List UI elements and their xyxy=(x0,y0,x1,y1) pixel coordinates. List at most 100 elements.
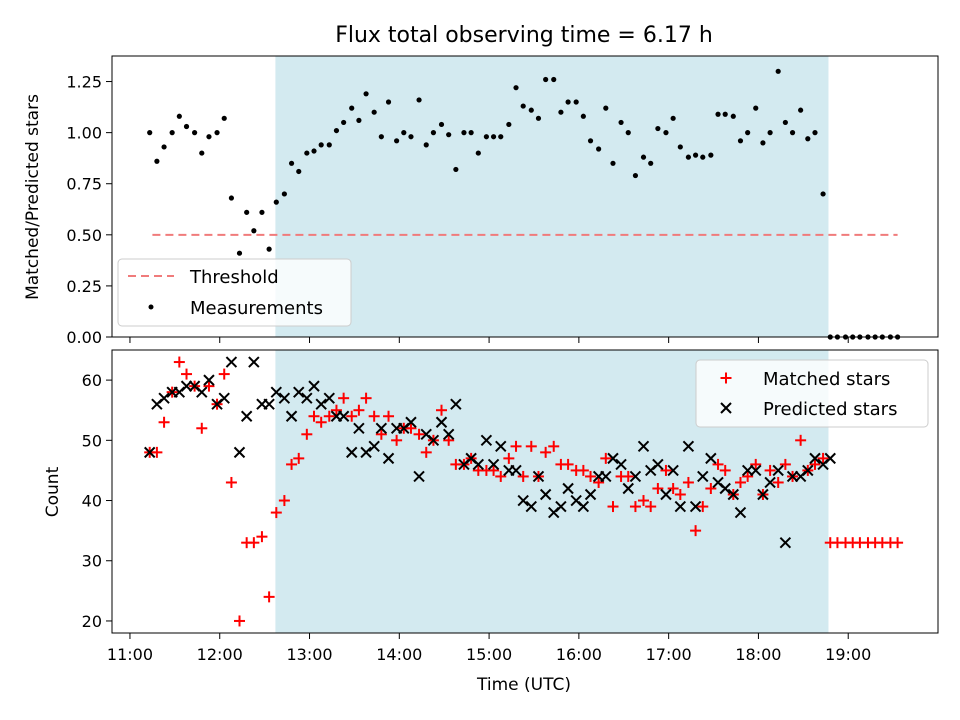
measurement-point xyxy=(408,134,414,140)
matched-star-point xyxy=(203,380,215,392)
measurement-point xyxy=(737,138,744,144)
predicted-star-point xyxy=(346,446,358,459)
measurement-point xyxy=(273,199,279,205)
top-y-axis-label: Matched/Predicted stars xyxy=(23,94,43,300)
measurement-point xyxy=(147,130,153,136)
measurement-point xyxy=(820,191,826,197)
matched-star-point xyxy=(809,458,821,470)
predicted-star-point xyxy=(278,392,291,404)
measurement-point xyxy=(640,154,647,160)
x-tick-label: 15:00 xyxy=(466,645,512,664)
predicted-star-point xyxy=(233,446,246,459)
matched-star-point xyxy=(308,410,320,422)
predicted-star-point xyxy=(263,398,275,410)
measurement-point xyxy=(700,154,706,160)
measurement-point xyxy=(446,132,452,138)
predicted-star-point xyxy=(584,488,597,501)
predicted-star-point xyxy=(734,506,747,519)
measurement-point xyxy=(214,130,220,136)
y-tick-label: 0.75 xyxy=(66,175,102,194)
predicted-star-point xyxy=(652,458,664,471)
measurement-point xyxy=(722,111,728,117)
measurement-point xyxy=(782,119,788,126)
bottom-plot-frame xyxy=(111,349,939,634)
predicted-star-point xyxy=(667,464,679,477)
predicted-star-point xyxy=(637,440,650,453)
predicted-star-point xyxy=(248,356,260,368)
legend-predicted-swatch xyxy=(720,402,732,414)
top-legend: Threshold Measurements xyxy=(117,258,352,327)
measurement-point xyxy=(199,150,205,156)
matched-star-point xyxy=(225,476,237,488)
predicted-star-point xyxy=(562,482,574,495)
predicted-star-point xyxy=(323,392,335,404)
x-tick-label: 16:00 xyxy=(556,645,602,664)
matched-star-point xyxy=(248,537,260,549)
measurement-point xyxy=(371,109,377,115)
legend-measurements-swatch xyxy=(148,304,154,310)
legend-matched-marker xyxy=(720,372,732,384)
y-tick-label: 20 xyxy=(82,612,102,631)
predicted-star-point xyxy=(353,422,365,434)
predicted-star-point xyxy=(285,410,298,422)
x-tick-label: 12:00 xyxy=(197,645,243,664)
x-tick-label: 11:00 xyxy=(107,645,153,664)
predicted-star-point xyxy=(577,500,590,513)
predicted-star-point xyxy=(270,386,283,398)
measurement-point xyxy=(760,140,766,146)
legend-predicted-label: Predicted stars xyxy=(763,399,897,420)
legend-threshold-label: Threshold xyxy=(189,267,279,288)
measurement-point xyxy=(565,99,571,105)
matched-star-point xyxy=(196,422,208,434)
measurement-point xyxy=(176,113,182,119)
measurement-point xyxy=(228,195,235,201)
matched-star-point xyxy=(517,470,529,482)
matched-star-point xyxy=(360,392,372,404)
matched-star-point xyxy=(263,591,275,603)
measurement-point xyxy=(221,115,227,121)
matched-star-point xyxy=(338,392,350,404)
matched-star-point xyxy=(353,404,365,416)
predicted-star-point xyxy=(824,452,836,465)
x-axis-label: Time (UTC) xyxy=(476,675,571,695)
top-panel: 0.00 0.25 0.50 0.75 1.00 1.25 Matched/Predict… xyxy=(23,55,939,347)
measurement-point xyxy=(296,168,302,175)
predicted-star-point xyxy=(427,434,440,447)
predicted-star-point xyxy=(375,422,388,434)
measurement-point xyxy=(543,76,549,83)
measurement-point xyxy=(767,130,773,136)
predicted-star-point xyxy=(495,440,507,453)
predicted-star-point xyxy=(382,452,395,465)
measurement-point xyxy=(161,144,167,150)
matched-star-point xyxy=(764,464,776,476)
predicted-star-point xyxy=(144,446,156,459)
measurement-point xyxy=(498,134,504,140)
legend-matched-label: Matched stars xyxy=(763,369,890,390)
matched-star-point xyxy=(233,615,245,627)
predicted-star-point xyxy=(450,398,462,410)
predicted-star-point xyxy=(480,434,493,447)
predicted-star-point xyxy=(697,470,709,483)
matched-star-point xyxy=(525,440,537,452)
y-tick-label: 0.25 xyxy=(66,277,102,296)
matched-star-point xyxy=(181,368,193,380)
measurement-point xyxy=(483,134,489,140)
measurement-point xyxy=(438,121,445,128)
measurement-point xyxy=(401,130,407,136)
matched-star-point xyxy=(256,531,268,543)
measurement-point xyxy=(580,113,586,119)
legend-matched-swatch xyxy=(720,372,732,384)
x-tick-label: 19:00 xyxy=(825,645,871,664)
matched-star-point xyxy=(375,428,387,440)
predicted-star-point xyxy=(539,488,552,501)
measurement-point xyxy=(394,138,400,144)
y-tick-label: 50 xyxy=(82,431,102,450)
predicted-star-point xyxy=(196,386,208,398)
bottom-panel: 20 30 40 50 60 11:00 12:00 13:00 14:00 15:00 16:0… xyxy=(43,349,939,695)
measurement-point xyxy=(596,146,602,152)
predicted-star-point xyxy=(360,446,372,459)
measurement-point xyxy=(416,97,422,103)
measurement-point xyxy=(461,130,467,136)
predicted-star-point xyxy=(682,440,695,453)
